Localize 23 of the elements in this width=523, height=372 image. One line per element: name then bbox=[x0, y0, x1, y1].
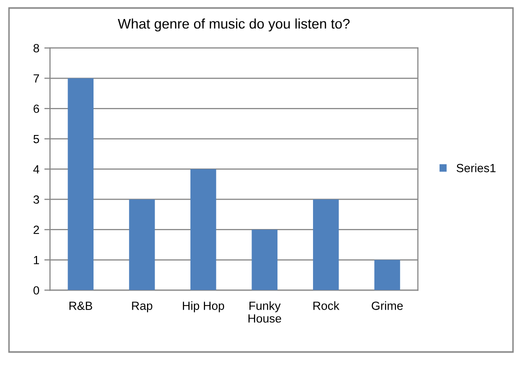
y-tick-label: 0 bbox=[33, 286, 40, 295]
bar bbox=[190, 169, 216, 290]
bar bbox=[129, 199, 155, 290]
x-tick-label: Grime bbox=[372, 301, 403, 310]
y-tick-label: 1 bbox=[34, 256, 40, 264]
x-tick-label: R&B bbox=[69, 302, 92, 310]
y-tick-label: 6 bbox=[34, 104, 40, 113]
bar bbox=[374, 260, 400, 290]
bar bbox=[313, 199, 339, 290]
y-tick-label: 7 bbox=[34, 74, 39, 83]
x-tick-label: Funky House bbox=[248, 301, 282, 323]
x-tick-label: Rock bbox=[313, 301, 340, 310]
chart-title: What genre of music do you listen to? bbox=[118, 18, 350, 32]
y-tick-label: 2 bbox=[34, 226, 39, 234]
y-tick-label: 4 bbox=[33, 165, 40, 174]
x-tick-label: Hip Hop bbox=[182, 301, 224, 312]
bar bbox=[68, 78, 94, 290]
x-tick-label: Rap bbox=[132, 302, 152, 312]
y-tick-label: 3 bbox=[33, 195, 40, 204]
bar bbox=[252, 230, 278, 290]
legend-label: Series1 bbox=[456, 164, 496, 172]
y-tick-label: 5 bbox=[33, 134, 40, 144]
y-tick-label: 8 bbox=[34, 44, 40, 52]
